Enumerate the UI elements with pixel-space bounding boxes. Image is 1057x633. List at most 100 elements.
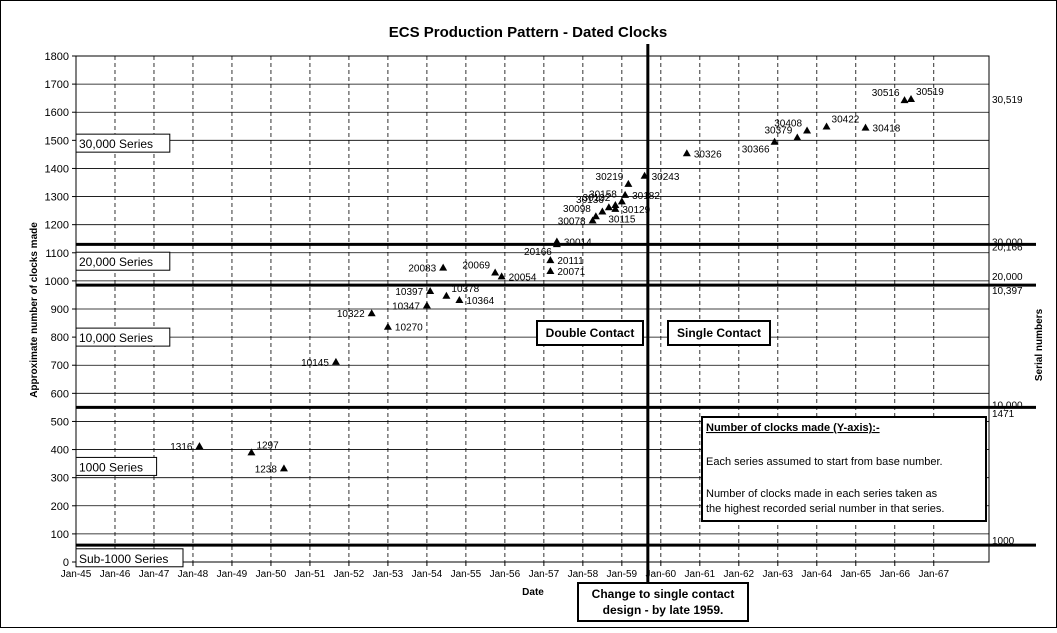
data-point-label: 10397 [395,287,423,298]
data-points: 1316 1297 1238 10145 10322 10270 10347 10397 103… [170,87,944,475]
x-tick-label: Jan-54 [412,569,443,580]
data-point-label: 30418 [873,124,901,135]
y-tick-label: 1100 [45,248,69,260]
x-tick-label: Jan-53 [373,569,404,580]
data-point-marker [770,137,779,145]
change-note-line-2: design - by late 1959. [603,603,724,617]
x-tick-label: Jan-49 [217,569,248,580]
x-tick-label: Jan-58 [568,569,599,580]
data-point-label: 20071 [557,267,585,278]
notes-annotation: Number of clocks made (Y-axis):- Each se… [701,416,987,522]
series-band-labels: Sub-1000 Series 1000 Series 10,000 Series 2… [75,133,184,568]
data-point-marker [426,287,435,295]
data-point-marker [604,203,613,211]
series-band-box [75,327,171,347]
data-point-marker [803,126,812,134]
data-point-label: 10378 [451,284,479,295]
data-point-label: 20069 [462,260,490,271]
y-tick-label: 1000 [45,276,69,288]
change-note-annotation: Change to single contact design - by lat… [577,582,749,622]
data-point-marker [624,179,633,187]
y-tick-label: 400 [51,445,69,457]
data-point-label: 30014 [564,238,592,249]
serial-number-label: 10,397 [992,286,1023,297]
series-band-label: 1000 Series [79,460,143,474]
x-tick-label: Jan-51 [295,569,326,580]
data-point-label: 1238 [255,464,278,475]
x-tick-label: Jan-65 [840,569,871,580]
data-point-label: 10322 [337,309,365,320]
x-tick-label: Jan-57 [529,569,560,580]
single-contact-label: Single Contact [677,326,761,340]
x-tick-label: Jan-55 [451,569,482,580]
double-contact-box [536,320,644,346]
data-point-label: 30326 [694,149,722,160]
x-tick-label: Jan-47 [139,569,170,580]
data-point-label: 20054 [509,272,537,283]
data-point-marker [497,272,506,280]
series-band-box [75,456,158,476]
y-tick-label: 0 [63,557,69,569]
double-contact-annotation: Double Contact [536,320,644,346]
data-point-marker [491,268,500,276]
data-point-marker [611,204,620,212]
data-point-marker [455,296,464,304]
y-tick-label: 1600 [45,107,69,119]
y-tick-label: 800 [51,332,69,344]
serial-number-label: 10,000 [992,401,1023,412]
notes-box [701,416,987,522]
notes-line-2: Number of clocks made in each series tak… [706,488,938,500]
change-note-box [577,582,749,622]
data-point-label: 30408 [774,118,802,129]
serial-number-label: 30,000 [992,238,1023,249]
data-point-marker [621,190,630,198]
single-contact-annotation: Single Contact [667,320,771,346]
data-point-label: 1297 [256,440,279,451]
data-point-label: 30243 [652,172,680,183]
data-point-label: 30366 [742,145,770,156]
data-point-label: 10145 [301,358,329,369]
data-point-marker [907,95,916,103]
notes-title: Number of clocks made (Y-axis):- [706,422,880,434]
y-tick-label: 1400 [45,163,69,175]
y-tick-label: 1800 [45,51,69,63]
data-point-marker [682,149,691,157]
data-point-label: 30516 [872,88,900,99]
data-point-label: 10347 [392,301,420,312]
serial-number-label: 20,000 [992,272,1023,283]
series-band-box [75,251,171,271]
data-point-marker [591,212,600,220]
x-axis-ticks: Jan-45 Jan-46 Jan-47 Jan-48 Jan-49 Jan-50 Jan-… [61,562,949,580]
x-tick-label: Jan-60 [646,569,677,580]
data-point-label: 20166 [524,247,552,258]
data-point-marker [793,133,802,141]
serial-number-label: 20,166 [992,243,1023,254]
data-point-label: 30115 [608,214,636,225]
x-tick-label: Jan-52 [334,569,365,580]
series-band-label: 10,000 Series [79,331,153,345]
secondary-y-axis-label: Serial numbers [1034,308,1045,381]
y-axis-ticks: 0 100 200 300 400 500 600 700 800 900 1000 1100 1200… [45,51,76,569]
data-point-marker [552,237,561,245]
data-point-marker [439,263,448,271]
y-tick-label: 100 [51,529,69,541]
single-contact-box [667,320,771,346]
data-point-label: 30129 [622,205,650,216]
series-band-label: 30,000 Series [79,137,153,151]
change-note-line-1: Change to single contact [592,587,735,601]
data-point-marker [546,267,555,275]
data-point-marker [331,357,340,365]
data-point-marker [617,197,626,205]
data-point-label: 10364 [466,296,494,307]
data-point-marker [195,442,204,450]
x-tick-label: Jan-46 [100,569,131,580]
data-point-label: 30098 [563,204,591,215]
data-point-marker [442,291,451,299]
data-point-label: 30379 [764,126,792,137]
y-tick-label: 700 [51,360,69,372]
data-point-label: 30219 [596,172,624,183]
x-tick-label: Jan-62 [724,569,755,580]
